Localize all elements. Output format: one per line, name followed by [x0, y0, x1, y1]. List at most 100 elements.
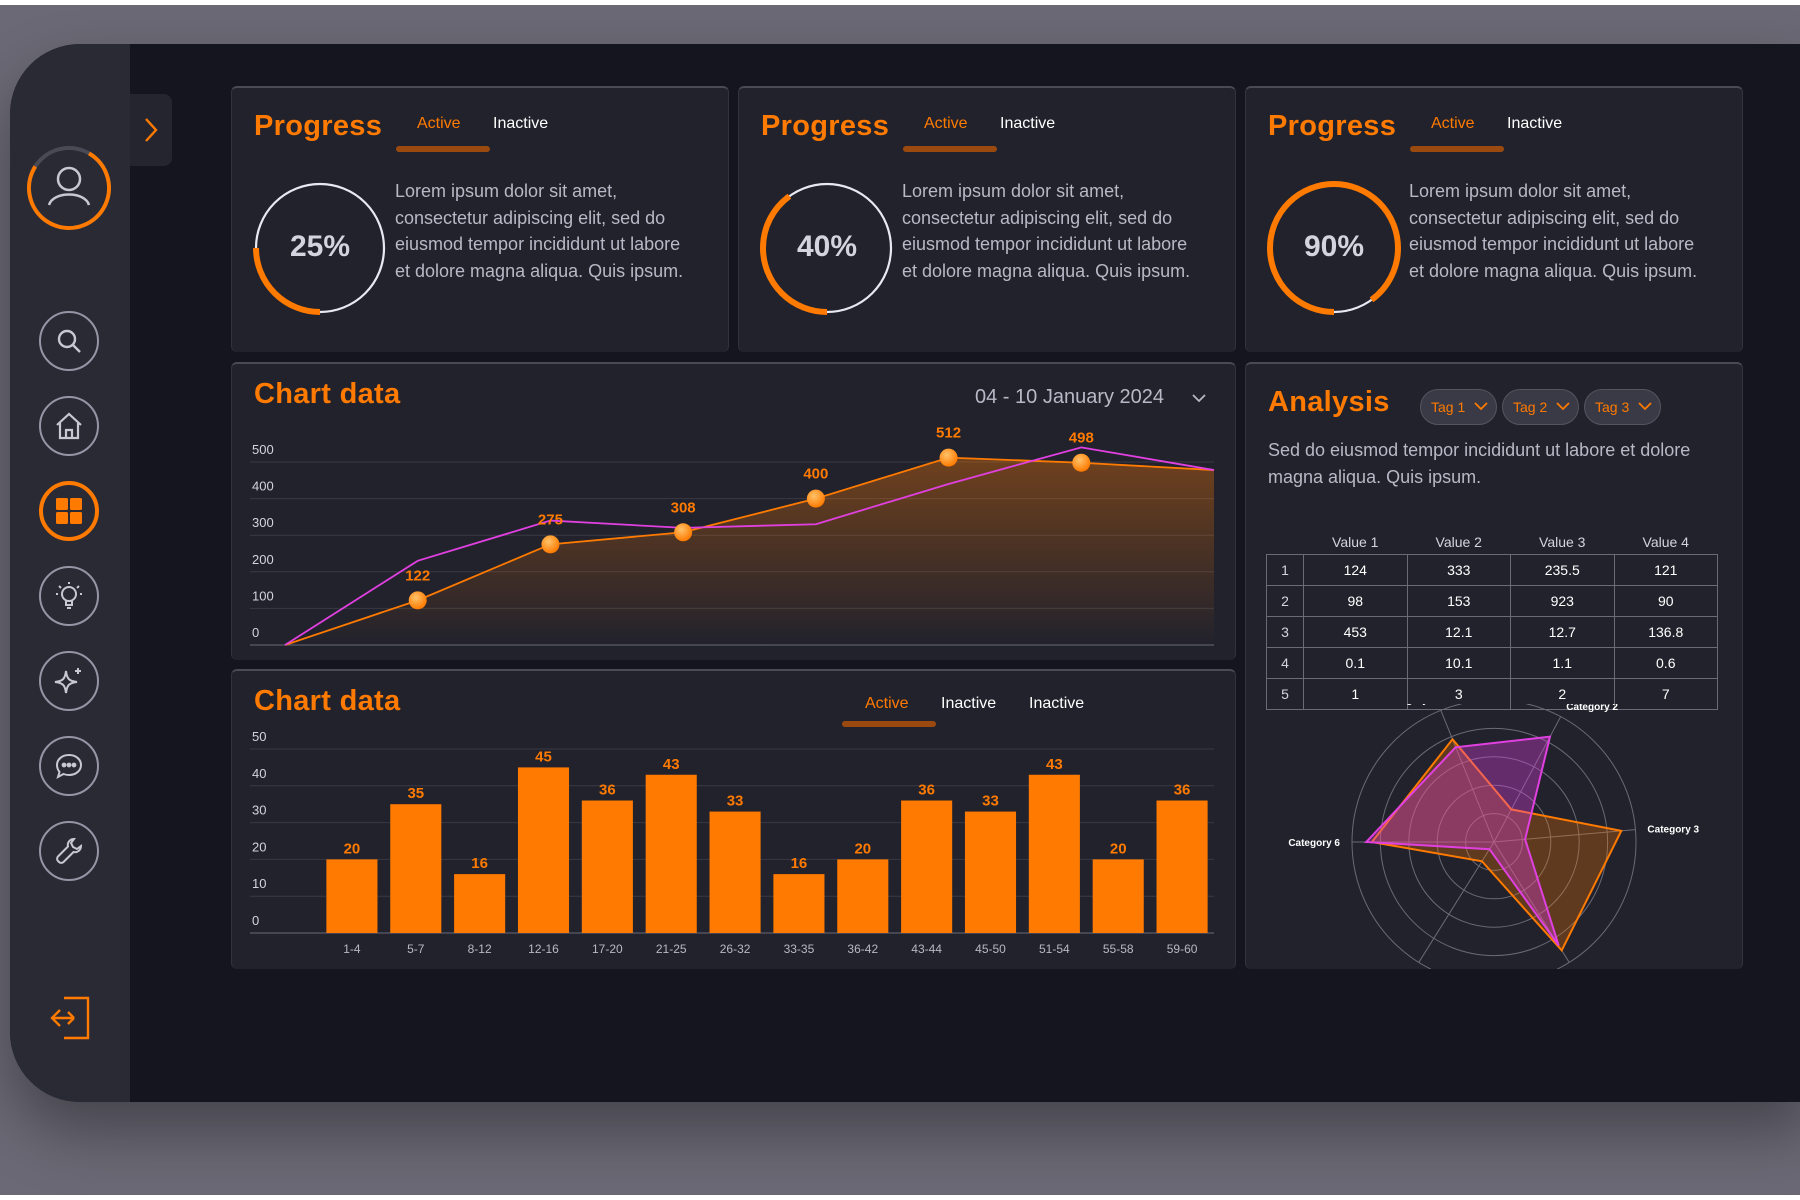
x-tick-label: 45-50	[975, 942, 1006, 956]
bar	[1156, 800, 1208, 933]
nav-settings[interactable]	[39, 821, 99, 881]
bar-value-label: 33	[982, 793, 999, 810]
radar-category-label: Category 3	[1647, 825, 1699, 836]
data-point	[408, 591, 427, 610]
table-cell: 235.5	[1510, 554, 1615, 586]
y-tick-label: 400	[252, 479, 274, 494]
nav-search[interactable]	[39, 311, 99, 371]
table-header: Value 4	[1642, 534, 1689, 550]
bar	[964, 811, 1017, 933]
y-tick-label: 200	[252, 552, 274, 567]
sidebar-toggle[interactable]	[130, 94, 172, 166]
bar-value-label: 36	[599, 782, 616, 799]
tab-inactive[interactable]: Inactive	[493, 115, 549, 132]
data-label: 275	[538, 511, 563, 528]
ring-progress	[253, 181, 387, 315]
bar-value-label: 20	[1110, 840, 1127, 857]
lightbulb-icon	[56, 582, 82, 609]
x-tick-label: 59-60	[1167, 942, 1198, 956]
user-icon	[47, 166, 91, 206]
chart-title: Chart data	[254, 378, 401, 410]
data-label: 308	[671, 499, 696, 516]
nav-home[interactable]	[39, 396, 99, 456]
table-cell: 124	[1303, 554, 1408, 586]
logout-button[interactable]	[48, 994, 92, 1042]
radar-category-label: Category 6	[1288, 838, 1340, 849]
data-point	[1072, 453, 1091, 472]
wrench-icon	[56, 837, 83, 864]
date-range-picker[interactable]: 04 - 10 January 2024	[975, 386, 1165, 408]
bar-value-label: 45	[535, 748, 552, 765]
tag-filter-1[interactable]: Tag 1	[1420, 389, 1497, 425]
row-index: 2	[1266, 585, 1304, 617]
y-tick-label: 20	[252, 839, 266, 854]
bar-value-label: 43	[663, 756, 680, 773]
tag-filter-2[interactable]: Tag 2	[1502, 389, 1579, 425]
bar	[454, 874, 506, 933]
tag-filter-3[interactable]: Tag 3	[1584, 389, 1661, 425]
nav-dashboard[interactable]	[39, 481, 99, 541]
table-row: 3 453 12.1 12.7 136.8	[1266, 616, 1718, 648]
y-tick-label: 40	[252, 766, 266, 781]
table-cell: 1.1	[1510, 647, 1615, 679]
table-row: 2 98 153 923 90	[1266, 585, 1718, 617]
tab-active[interactable]: Active	[924, 115, 968, 132]
chat-icon	[55, 753, 83, 780]
table-cell: 0.6	[1613, 647, 1718, 679]
table-cell: 333	[1406, 554, 1511, 586]
nav-ai[interactable]	[39, 651, 99, 711]
table-cell: 0.1	[1303, 647, 1408, 679]
y-tick-label: 30	[252, 803, 266, 818]
tab-active[interactable]: Active	[1431, 115, 1475, 132]
avatar[interactable]	[26, 145, 112, 231]
table-cell: 12.7	[1510, 616, 1615, 648]
table-cell: 153	[1406, 585, 1511, 617]
bar-value-label: 36	[1174, 782, 1191, 799]
tab-inactive[interactable]: Inactive	[1000, 115, 1056, 132]
nav-messages[interactable]	[39, 736, 99, 796]
bar	[390, 804, 442, 933]
x-tick-label: 12-16	[528, 942, 559, 956]
tab-underline	[842, 721, 936, 727]
home-icon	[56, 412, 82, 440]
data-label: 498	[1069, 430, 1094, 447]
x-tick-label: 8-12	[468, 942, 492, 956]
radar-category-label: Category 2	[1566, 704, 1618, 713]
series-line	[284, 446, 1215, 646]
app-window: Progress Active Inactive 25% Lorem ipsum…	[10, 44, 1800, 1102]
x-tick-label: 55-58	[1103, 942, 1134, 956]
bar	[709, 811, 761, 933]
table-header-row: Value 1 Value 2 Value 3 Value 4	[1267, 530, 1718, 555]
bar-value-label: 20	[344, 840, 361, 857]
table-cell: 90	[1613, 585, 1718, 617]
x-tick-label: 1-4	[343, 942, 361, 956]
table-header: Value 1	[1332, 534, 1379, 550]
progress-value: 90%	[1303, 230, 1365, 263]
bar	[1092, 859, 1144, 933]
table-cell: 923	[1510, 585, 1615, 617]
progress-card-1: Progress Active Inactive 25% Lorem ipsum…	[231, 86, 729, 352]
x-tick-label: 17-20	[592, 942, 623, 956]
bar-value-label: 36	[918, 782, 935, 799]
bar-value-label: 35	[407, 785, 424, 802]
tab-inactive[interactable]: Inactive	[941, 695, 997, 712]
table-cell: 12.1	[1406, 616, 1511, 648]
analysis-description: Sed do eiusmod tempor incididunt ut labo…	[1268, 440, 1691, 487]
y-tick-label: 100	[252, 588, 274, 603]
table-header: Value 3	[1539, 534, 1586, 550]
chevron-down-icon[interactable]	[1191, 392, 1207, 404]
y-tick-label: 300	[252, 515, 274, 530]
progress-card-2: Progress Active Inactive 40% Lorem ipsum…	[738, 86, 1236, 352]
tab-inactive[interactable]: Inactive	[1507, 115, 1563, 132]
tab-active[interactable]: Active	[417, 115, 461, 132]
table-header-corner	[1267, 530, 1304, 555]
tab-inactive[interactable]: Inactive	[1029, 695, 1085, 712]
progress-ring	[1267, 181, 1401, 315]
card-title: Progress	[761, 110, 890, 142]
table-row: 1 124 333 235.5 121	[1266, 554, 1718, 586]
nav-ideas[interactable]	[39, 566, 99, 626]
bar	[645, 774, 697, 933]
tab-active[interactable]: Active	[865, 695, 909, 712]
card-description: Lorem ipsum dolor sit amet, consectetur …	[395, 181, 684, 281]
ring-progress	[760, 181, 894, 315]
